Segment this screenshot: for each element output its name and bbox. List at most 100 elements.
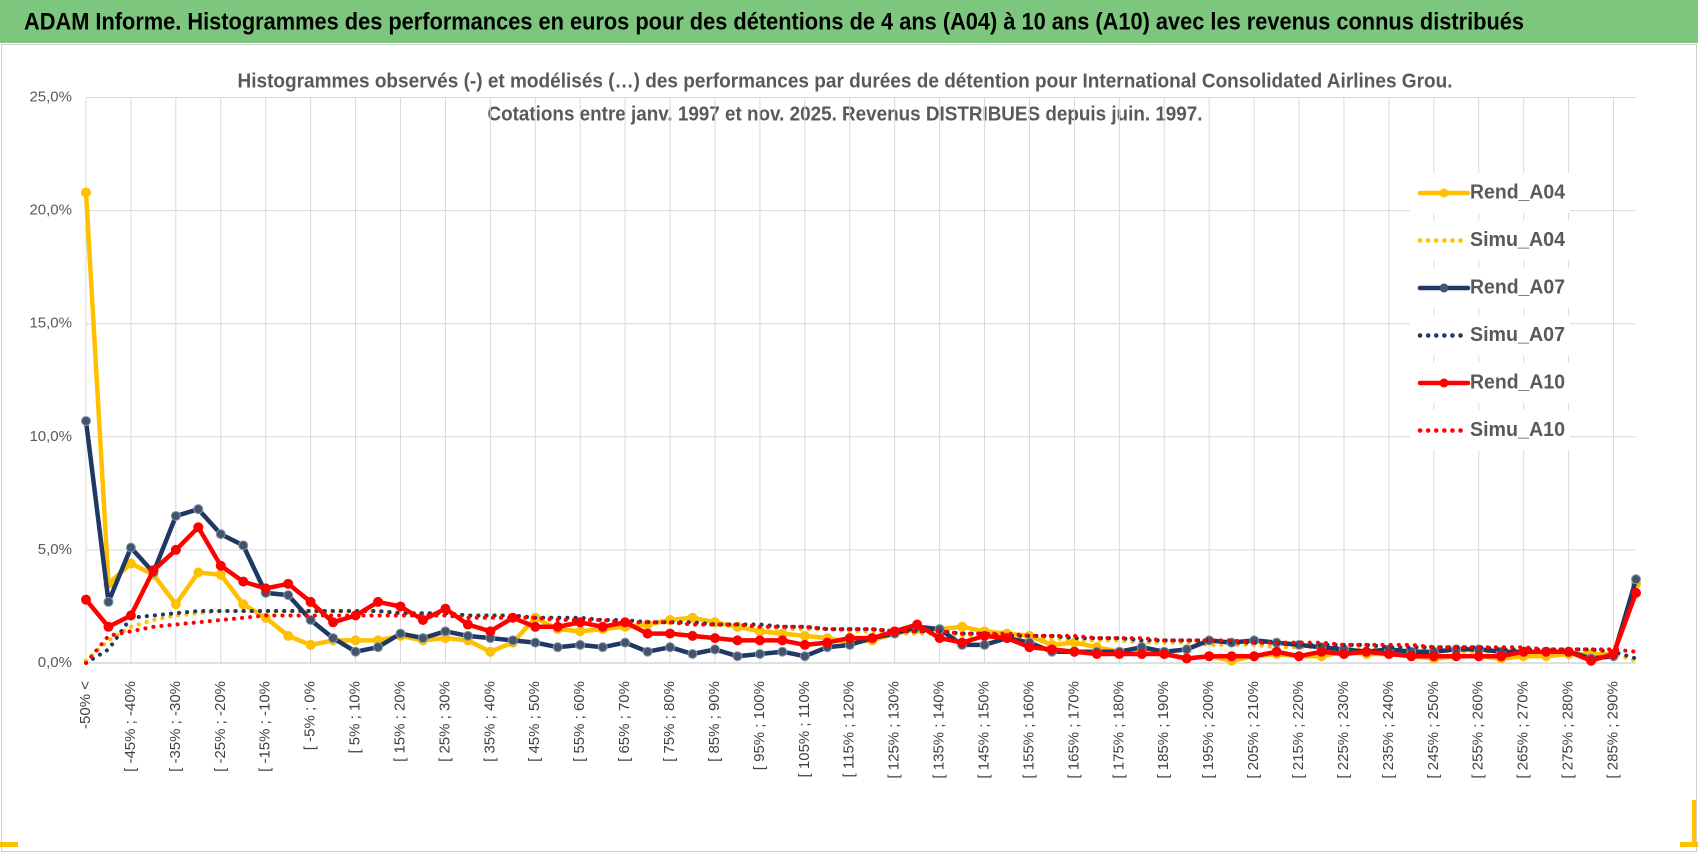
x-tick-label: [ 225% ; 230% (1335, 681, 1352, 779)
marker (957, 637, 968, 648)
marker (620, 637, 631, 648)
x-tick-label: [ 105% ; 110% (796, 681, 813, 777)
x-tick-label: [ 265% ; 270% (1515, 681, 1532, 779)
marker (1136, 648, 1147, 659)
marker (1204, 651, 1215, 662)
marker (709, 644, 720, 655)
marker (1181, 644, 1192, 655)
y-tick-label: 20,0% (29, 202, 72, 219)
y-tick-label: 25,0% (29, 88, 72, 105)
corner (0, 842, 18, 847)
marker (1473, 651, 1484, 662)
marker (844, 633, 855, 644)
y-tick-label: 10,0% (29, 428, 72, 445)
x-tick-label: -50% < (77, 681, 94, 729)
marker (1046, 644, 1057, 655)
legend-marker (1439, 188, 1449, 198)
marker (979, 639, 990, 650)
plot (81, 187, 1641, 666)
marker (867, 633, 878, 644)
marker (125, 610, 136, 621)
marker (395, 601, 406, 612)
marker (799, 651, 810, 662)
marker (417, 615, 428, 626)
legend-label: Simu_A10 (1470, 419, 1565, 441)
marker (754, 635, 765, 646)
x-tick-label: [ 55% ; 60% (571, 681, 588, 762)
marker (283, 590, 294, 601)
marker (215, 529, 226, 540)
marker (1586, 655, 1597, 666)
marker (81, 415, 91, 426)
marker (283, 630, 294, 641)
marker (440, 603, 451, 614)
x-tick-label: [ 15% ; 20% (391, 681, 408, 762)
marker (1361, 646, 1372, 657)
marker (530, 637, 541, 648)
x-tick-label: [ 155% ; 160% (1020, 681, 1037, 779)
marker (1406, 651, 1417, 662)
marker (125, 542, 136, 553)
marker (350, 646, 361, 657)
marker (777, 646, 788, 657)
marker (642, 646, 653, 657)
marker (462, 619, 473, 630)
marker (1091, 648, 1102, 659)
corner (1680, 842, 1698, 847)
marker (1271, 646, 1282, 657)
line-dotted (84, 609, 1638, 665)
marker (1631, 587, 1641, 598)
marker (81, 594, 91, 605)
x-tick-label: [ -5% ; 0% (302, 681, 319, 750)
x-tick-label: [ 25% ; 30% (436, 681, 453, 762)
y-tick-label: 5,0% (38, 541, 72, 558)
marker (597, 621, 608, 632)
marker (1496, 651, 1507, 662)
x-tick-label: [ 65% ; 70% (616, 681, 633, 762)
marker (822, 637, 833, 648)
legend-item: Simu_A10 (1410, 410, 1570, 451)
x-tick-label: [ 145% ; 150% (976, 681, 993, 779)
x-tick-label: [ 165% ; 170% (1065, 681, 1082, 779)
x-tick-label: [ 275% ; 280% (1560, 681, 1577, 779)
marker (1002, 633, 1013, 644)
marker (1316, 646, 1327, 657)
x-tick-label: [ 5% ; 10% (347, 681, 364, 754)
marker (170, 544, 181, 555)
legend-label: Rend_A04 (1470, 181, 1566, 203)
marker (328, 633, 339, 644)
marker (530, 621, 541, 632)
marker (934, 633, 945, 644)
marker (170, 599, 181, 610)
marker (1518, 646, 1529, 657)
marker (732, 635, 743, 646)
marker (1338, 648, 1349, 659)
legend-marker (1439, 378, 1449, 388)
marker (575, 626, 586, 637)
line (83, 418, 1639, 661)
marker (238, 540, 249, 551)
marker (597, 642, 608, 653)
chart: Histogrammes observés (-) et modélisés (… (29, 70, 1641, 779)
marker (81, 187, 91, 198)
x-tick-label: [ -45% ; -40% (122, 681, 139, 772)
marker (440, 626, 451, 637)
marker (1631, 574, 1641, 585)
line (83, 525, 1639, 663)
marker (193, 567, 204, 578)
marker (1563, 646, 1574, 657)
marker (193, 522, 204, 533)
legend-label: Rend_A07 (1470, 276, 1565, 298)
marker (1159, 648, 1170, 659)
marker (754, 648, 765, 659)
legend-label: Simu_A07 (1470, 324, 1565, 346)
x-tick-label: [ 285% ; 290% (1605, 681, 1622, 779)
marker (957, 621, 968, 632)
marker (1114, 648, 1125, 659)
chart-subtitle: Cotations entre janv. 1997 et nov. 2025.… (488, 103, 1203, 125)
marker (912, 619, 923, 630)
legend-item: Rend_A04 (1410, 173, 1570, 213)
marker (328, 617, 339, 628)
marker (215, 569, 226, 580)
